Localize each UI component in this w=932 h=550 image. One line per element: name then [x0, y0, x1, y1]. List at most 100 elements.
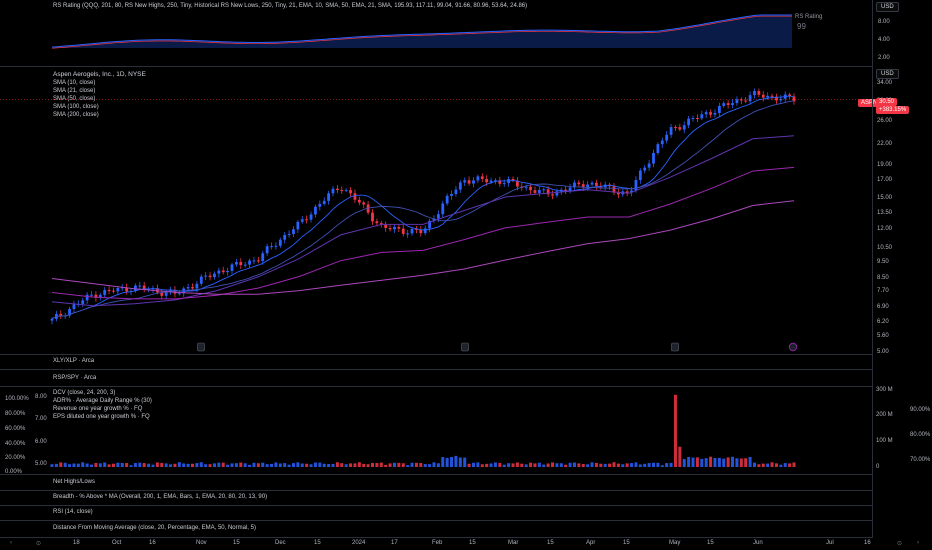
pane-divider[interactable]: [0, 66, 872, 67]
sma-10-line: [51, 95, 795, 320]
volume-bar: [625, 463, 629, 467]
volume-chart[interactable]: [0, 386, 872, 474]
candle: [235, 261, 238, 265]
sma-200-label[interactable]: SMA (200, close): [53, 112, 99, 118]
candle: [366, 204, 370, 213]
candle: [252, 260, 256, 262]
volume-bar: [643, 463, 647, 467]
candle: [678, 127, 682, 130]
pane-divider[interactable]: [0, 369, 872, 370]
pane-divider[interactable]: [0, 474, 872, 475]
volume-bar: [362, 463, 366, 467]
candle: [173, 289, 177, 294]
time-axis-label: Jun: [753, 540, 763, 546]
go-to-realtime-icon[interactable]: ⊙: [897, 541, 903, 547]
left-val-axis-label: 8.00: [35, 394, 47, 400]
rs-legend[interactable]: RS Rating (QQQ, 201, 80, RS New Highs, 2…: [53, 3, 528, 9]
volume-bar: [476, 462, 480, 467]
candle: [226, 270, 230, 273]
volume-bar: [551, 462, 555, 467]
volume-bar: [757, 464, 761, 467]
price-axis-label: 13.50: [877, 209, 893, 216]
net-highs-lows-label[interactable]: Net Highs/Lows: [53, 479, 96, 485]
pane-divider[interactable]: [0, 490, 872, 491]
candle: [726, 103, 730, 105]
candle: [353, 193, 357, 200]
volume-bar: [371, 462, 375, 467]
scroll-right-icon[interactable]: ›: [917, 540, 919, 546]
time-axis-label: May: [669, 540, 681, 546]
volume-bar: [524, 464, 528, 467]
volume-bar: [221, 462, 225, 467]
volume-bar: [217, 462, 221, 467]
xly-xlp-label[interactable]: XLY/XLP · Arca: [53, 358, 95, 364]
candle: [577, 182, 581, 185]
go-back-icon[interactable]: ⊙: [36, 541, 42, 547]
candle: [287, 233, 291, 235]
earnings-icon[interactable]: [461, 342, 469, 352]
volume-bar: [406, 465, 410, 467]
rsp-spy-label[interactable]: RSP/SPY · Arca: [53, 375, 97, 381]
rs-currency-badge[interactable]: USD: [876, 2, 899, 12]
main-currency-badge[interactable]: USD: [876, 69, 899, 79]
candle: [397, 226, 401, 229]
pane-divider[interactable]: [0, 386, 872, 387]
volume-bar: [142, 463, 146, 467]
candle: [239, 261, 243, 266]
price-chart[interactable]: [0, 66, 872, 354]
volume-bar: [445, 457, 449, 467]
volume-bar: [182, 463, 186, 467]
candle: [142, 285, 146, 290]
candle: [195, 283, 199, 289]
volume-bar: [133, 462, 137, 467]
volume-bar: [564, 464, 568, 467]
distance-ma-label[interactable]: Distance From Moving Average (close, 20,…: [53, 525, 256, 531]
left-pct-axis-label: 40.00%: [5, 441, 26, 447]
volume-bar: [713, 458, 717, 467]
volume-bar: [384, 464, 388, 467]
adr-label[interactable]: ADR% · Average Daily Range % (30): [53, 398, 152, 404]
candle: [327, 193, 331, 201]
volume-bar: [612, 462, 616, 467]
pane-divider[interactable]: [0, 354, 872, 355]
pane-divider[interactable]: [0, 505, 872, 506]
price-axis-label: 8.50: [877, 274, 889, 281]
volume-bar: [204, 464, 208, 467]
sma-21-label[interactable]: SMA (21, close): [53, 88, 96, 94]
scroll-left-icon[interactable]: ‹: [10, 540, 12, 546]
volume-bar: [270, 463, 274, 467]
candle: [134, 285, 137, 291]
flag-icon[interactable]: [788, 342, 798, 352]
sma-50-label[interactable]: SMA (50, close): [53, 96, 96, 102]
sma-100-label[interactable]: SMA (100, close): [53, 104, 99, 110]
earnings-icon[interactable]: [197, 342, 205, 352]
sma-10-label[interactable]: SMA (10, close): [53, 80, 96, 86]
revenue-growth-label[interactable]: Revenue one year growth % · FQ: [53, 406, 143, 412]
time-axis-label: Dec: [275, 540, 286, 546]
rsi-label[interactable]: RSI (14, close): [53, 509, 93, 515]
dcv-label[interactable]: DCV (close, 24, 200, 3): [53, 390, 116, 396]
candle: [691, 117, 695, 119]
volume-bar: [226, 464, 230, 467]
earnings-icon[interactable]: [671, 342, 679, 352]
price-axis-label: 15.00: [877, 194, 893, 201]
volume-bar: [419, 462, 423, 467]
chart-title[interactable]: Aspen Aerogels, Inc., 1D, NYSE: [53, 71, 146, 78]
breadth-label[interactable]: Breadth - % Above * MA (Overall, 200, 1,…: [53, 494, 268, 500]
candle: [419, 229, 423, 234]
volume-bar: [261, 462, 265, 467]
candle: [630, 190, 633, 193]
pane-divider[interactable]: [0, 520, 872, 521]
price-scale-divider[interactable]: [872, 0, 873, 538]
sma-100-line: [51, 166, 795, 300]
candle: [480, 176, 484, 179]
price-axis-label: 34.00: [877, 80, 893, 86]
volume-bar: [709, 456, 713, 467]
eps-growth-label[interactable]: EPS diluted one year growth % · FQ: [53, 414, 150, 420]
pane-divider[interactable]: [0, 537, 872, 538]
volume-bar: [717, 457, 721, 467]
volume-bar: [572, 462, 576, 467]
volume-bar: [274, 462, 278, 467]
candle: [766, 95, 770, 98]
candle: [744, 100, 748, 102]
